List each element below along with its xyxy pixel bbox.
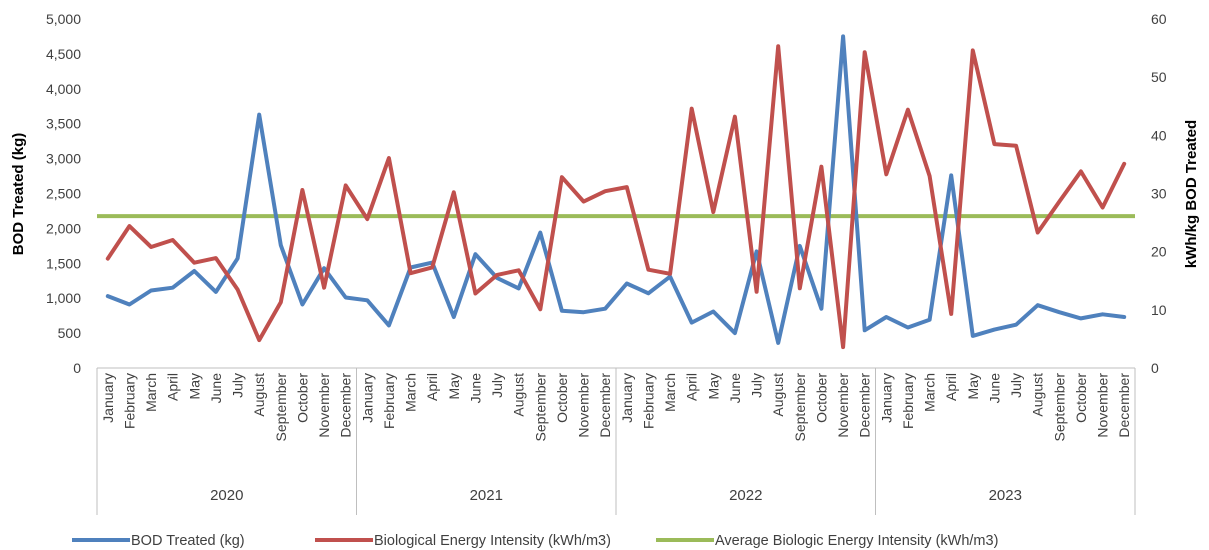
x-month-tick-label: August: [770, 373, 786, 417]
legend-item-energy-intensity: Biological Energy Intensity (kWh/m3): [315, 533, 611, 549]
x-month-tick-label: November: [576, 373, 592, 438]
x-month-tick-label: May: [446, 373, 462, 399]
y-left-tick-label: 2,000: [46, 220, 81, 236]
y-axis-left-title: BOD Treated (kg): [10, 133, 27, 256]
x-month-tick-label: January: [359, 373, 375, 423]
x-month-tick-label: October: [294, 373, 310, 423]
x-month-tick-label: December: [597, 373, 613, 438]
y-left-tick-label: 3,500: [46, 116, 81, 132]
x-month-tick-label: October: [554, 373, 570, 423]
x-month-tick-label: November: [835, 373, 851, 438]
x-month-tick-label: September: [1051, 373, 1067, 442]
plot-area: [97, 34, 1135, 350]
x-month-tick-label: January: [619, 373, 635, 423]
legend-item-average-intensity: Average Biologic Energy Intensity (kWh/m…: [656, 533, 998, 549]
x-month-tick-label: April: [943, 373, 959, 401]
y-left-tick-label: 4,000: [46, 81, 81, 97]
y-left-tick-label: 500: [58, 325, 82, 341]
x-month-tick-label: July: [489, 373, 505, 398]
y-left-tick-label: 0: [73, 360, 81, 376]
x-month-tick-label: January: [878, 373, 894, 423]
x-month-tick-label: May: [965, 373, 981, 399]
x-year-tick-label: 2020: [210, 487, 243, 504]
x-month-tick-label: August: [251, 373, 267, 417]
x-year-tick-label: 2023: [989, 487, 1022, 504]
y-right-tick-label: 50: [1151, 69, 1167, 85]
y-left-tick-label: 2,500: [46, 186, 81, 202]
x-axis-years: 2020 2021 2022 2023: [210, 487, 1022, 504]
x-axis-months: January February March April May June July Augu…: [100, 373, 1132, 442]
x-month-tick-label: October: [1073, 373, 1089, 423]
legend: BOD Treated (kg) Biological Energy Inten…: [72, 533, 998, 549]
x-month-tick-label: July: [230, 373, 246, 398]
y-left-tick-label: 5,000: [46, 11, 81, 27]
x-month-tick-label: October: [813, 373, 829, 423]
y-axis-right: 0 10 20 30 40 50 60: [1151, 11, 1167, 376]
x-month-tick-label: September: [532, 373, 548, 442]
legend-label-bod: BOD Treated (kg): [131, 533, 245, 549]
y-left-tick-label: 1,500: [46, 255, 81, 271]
x-month-tick-label: April: [684, 373, 700, 401]
x-month-tick-label: February: [640, 373, 656, 429]
y-right-tick-label: 60: [1151, 11, 1167, 27]
x-month-tick-label: February: [121, 373, 137, 429]
x-month-tick-label: July: [749, 373, 765, 398]
y-axis-left: 0 500 1,000 1,500 2,000 2,500 3,000 3,500 4,000 4…: [46, 11, 81, 376]
x-month-tick-label: February: [381, 373, 397, 429]
y-right-tick-label: 40: [1151, 127, 1167, 143]
x-month-tick-label: August: [1030, 373, 1046, 417]
y-axis-right-title: kWh/kg BOD Treated: [1183, 120, 1200, 268]
x-month-tick-label: November: [316, 373, 332, 438]
legend-label-energy-intensity: Biological Energy Intensity (kWh/m3): [374, 533, 611, 549]
x-month-tick-label: April: [165, 373, 181, 401]
x-month-tick-label: September: [273, 373, 289, 442]
x-month-tick-label: November: [1095, 373, 1111, 438]
y-right-tick-label: 10: [1151, 302, 1167, 318]
x-month-tick-label: May: [186, 373, 202, 399]
y-right-tick-label: 30: [1151, 186, 1167, 202]
x-month-tick-label: July: [1008, 373, 1024, 398]
x-month-tick-label: June: [727, 373, 743, 404]
x-month-tick-label: December: [1116, 373, 1132, 438]
x-month-tick-label: March: [922, 373, 938, 412]
axis-lines: [96, 367, 1136, 515]
x-year-tick-label: 2021: [470, 487, 503, 504]
x-month-tick-label: March: [403, 373, 419, 412]
x-month-tick-label: January: [100, 373, 116, 423]
x-month-tick-label: December: [857, 373, 873, 438]
y-left-tick-label: 1,000: [46, 290, 81, 306]
y-right-tick-label: 0: [1151, 360, 1159, 376]
x-month-tick-label: March: [662, 373, 678, 412]
x-month-tick-label: April: [424, 373, 440, 401]
series-energy-intensity-line: [105, 44, 1127, 350]
y-left-tick-label: 4,500: [46, 46, 81, 62]
x-month-tick-label: August: [511, 373, 527, 417]
x-year-tick-label: 2022: [729, 487, 762, 504]
legend-label-average-intensity: Average Biologic Energy Intensity (kWh/m…: [715, 533, 998, 549]
x-month-tick-label: June: [467, 373, 483, 404]
legend-item-bod: BOD Treated (kg): [72, 533, 245, 549]
x-month-tick-label: June: [986, 373, 1002, 404]
x-month-tick-label: December: [338, 373, 354, 438]
y-left-tick-label: 3,000: [46, 151, 81, 167]
y-right-tick-label: 20: [1151, 244, 1167, 260]
series-bod-treated-line: [105, 34, 1127, 345]
x-month-tick-label: September: [792, 373, 808, 442]
x-month-tick-label: May: [705, 373, 721, 399]
x-month-tick-label: June: [208, 373, 224, 404]
x-month-tick-label: February: [900, 373, 916, 429]
x-month-tick-label: March: [143, 373, 159, 412]
